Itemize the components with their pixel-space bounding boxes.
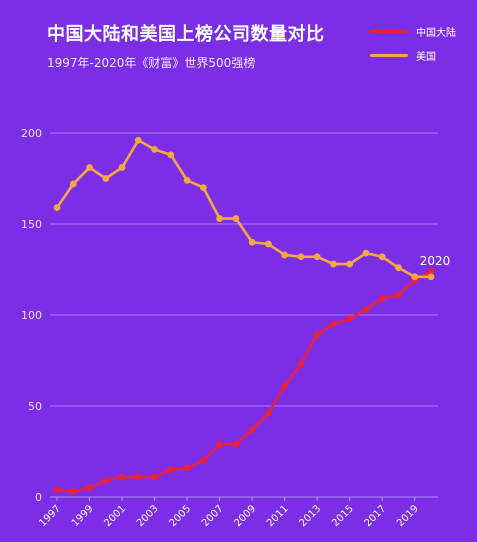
data-point-usa — [216, 215, 224, 222]
data-point-china — [86, 484, 93, 492]
legend-item-china: 中国大陆 — [370, 24, 456, 39]
data-point-usa — [183, 176, 191, 184]
y-tick-label: 200 — [21, 127, 42, 140]
data-point-china — [118, 473, 126, 481]
data-point-usa — [86, 164, 93, 171]
chart-subtitle: 1997年-2020年《财富》世界500强榜 — [47, 56, 256, 70]
x-tick-label: 2013 — [298, 503, 324, 529]
x-tick-label: 2011 — [265, 503, 291, 529]
legend-swatch-usa — [370, 53, 408, 57]
x-tick-label: 2015 — [330, 503, 356, 529]
data-point-china — [297, 360, 305, 368]
x-tick-label: 1999 — [70, 503, 96, 529]
x-tick-label: 2007 — [200, 503, 226, 529]
data-point-china — [313, 331, 321, 339]
series-line-china — [55, 270, 433, 493]
data-point-usa — [362, 249, 370, 257]
data-point-usa — [53, 204, 61, 212]
data-point-china — [264, 409, 272, 417]
data-point-usa — [199, 184, 207, 192]
legend-swatch-china — [370, 29, 408, 33]
data-point-china — [248, 426, 256, 434]
data-point-china — [330, 320, 337, 328]
y-tick-label: 50 — [28, 400, 42, 413]
x-tick-label: 2005 — [167, 503, 193, 529]
data-point-china — [183, 464, 191, 472]
data-point-usa — [102, 175, 110, 182]
x-tick-label: 2017 — [363, 503, 389, 529]
data-point-china — [69, 488, 77, 495]
x-tick-label: 2001 — [102, 503, 128, 529]
data-point-china — [199, 457, 207, 464]
data-point-usa — [281, 251, 289, 259]
data-point-usa — [232, 215, 240, 222]
data-point-china — [378, 295, 386, 303]
data-point-china — [346, 315, 354, 323]
x-tick-label: 2019 — [395, 503, 421, 529]
data-point-usa — [248, 238, 256, 246]
annotation-label: 2020 — [420, 254, 451, 268]
data-point-china — [167, 466, 175, 474]
data-point-china — [362, 306, 370, 313]
legend-label-china: 中国大陆 — [416, 27, 456, 39]
chart-title: 中国大陆和美国上榜公司数量对比 — [47, 24, 325, 45]
data-point-china — [151, 473, 158, 481]
y-tick-label: 150 — [21, 218, 42, 231]
data-point-china — [395, 291, 402, 299]
data-point-usa — [330, 260, 337, 268]
data-point-china — [427, 267, 435, 275]
data-point-usa — [134, 136, 142, 144]
data-point-china — [281, 382, 289, 390]
x-tick-label: 2009 — [232, 503, 258, 529]
x-tick-label: 2003 — [135, 503, 161, 529]
data-point-usa — [411, 273, 419, 281]
data-point-usa — [151, 145, 158, 153]
legend-item-usa: 美国 — [370, 48, 456, 63]
data-point-china — [134, 473, 142, 481]
series-line-usa — [55, 138, 433, 279]
legend-label-usa: 美国 — [416, 51, 436, 63]
data-point-usa — [167, 151, 175, 159]
data-point-china — [102, 477, 110, 485]
data-point-china — [216, 440, 224, 448]
data-point-usa — [297, 253, 305, 261]
y-tick-label: 100 — [21, 309, 42, 322]
data-point-usa — [264, 240, 272, 248]
data-point-china — [53, 486, 61, 494]
legend: 中国大陆 美国 — [370, 24, 456, 72]
data-point-usa — [427, 273, 435, 281]
data-point-usa — [69, 180, 77, 188]
x-tick-label: 1997 — [37, 503, 63, 529]
data-point-usa — [118, 164, 126, 171]
data-point-china — [232, 440, 240, 448]
y-tick-label: 0 — [35, 491, 42, 504]
data-point-usa — [395, 264, 402, 272]
data-point-usa — [313, 253, 321, 261]
data-point-usa — [378, 253, 386, 261]
data-point-usa — [346, 260, 354, 268]
